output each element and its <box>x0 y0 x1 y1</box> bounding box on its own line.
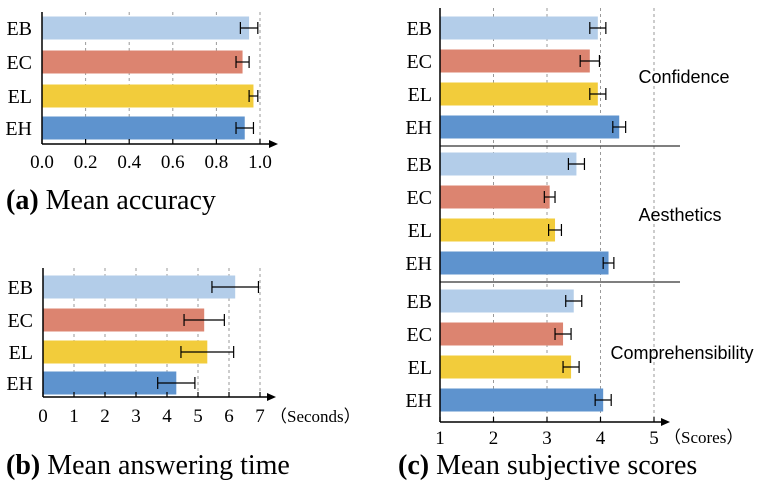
x-tick-label: 3 <box>542 428 552 449</box>
bar-eb <box>440 152 577 176</box>
bar-eh <box>42 116 245 140</box>
category-label: EB <box>406 291 432 313</box>
caption-text: Mean subjective scores <box>429 450 697 481</box>
bar-ec <box>440 185 550 209</box>
x-tick-label: 1 <box>69 406 79 427</box>
bar-eh <box>440 115 620 139</box>
category-label: EH <box>405 253 432 275</box>
category-label: EL <box>408 220 432 242</box>
group-label: Comprehensibility <box>610 343 753 363</box>
bar-eh <box>43 371 177 395</box>
bar-el <box>43 340 208 364</box>
bar-eh <box>440 251 609 275</box>
x-tick-label: 4 <box>596 428 606 449</box>
bar-el <box>440 218 556 242</box>
bar-eh <box>440 388 604 412</box>
caption-letter: (c) <box>398 450 429 481</box>
group-label: Aesthetics <box>638 205 721 225</box>
category-label: EB <box>406 154 432 176</box>
bar-el <box>440 82 598 106</box>
category-label: EC <box>7 310 33 332</box>
caption-letter: (b) <box>6 450 40 481</box>
x-tick-label: 6 <box>224 406 234 427</box>
caption-text: Mean accuracy <box>39 185 216 216</box>
bar-eb <box>43 275 236 299</box>
x-tick-label: 3 <box>131 406 141 427</box>
group-label: Confidence <box>638 67 729 87</box>
x-tick-label: 5 <box>649 428 659 449</box>
x-tick-label: 1 <box>435 428 445 449</box>
x-axis-unit: （Scores） <box>664 428 743 447</box>
x-tick-label: 0.8 <box>205 152 229 173</box>
category-label: EL <box>8 86 32 108</box>
category-label: EL <box>408 84 432 106</box>
caption-letter: (a) <box>6 185 39 216</box>
x-tick-label: 0.0 <box>30 152 54 173</box>
x-axis-arrow <box>267 393 276 401</box>
category-label: EC <box>6 52 32 74</box>
x-tick-label: 7 <box>255 406 265 427</box>
bar-eb <box>42 16 250 40</box>
caption-a: (a) Mean accuracy <box>6 185 216 216</box>
x-axis-arrow <box>269 140 278 148</box>
x-tick-label: 0 <box>38 406 48 427</box>
category-label: EH <box>405 390 432 412</box>
bar-el <box>42 84 254 108</box>
x-tick-label: 0.2 <box>74 152 98 173</box>
bar-ec <box>42 50 243 74</box>
category-label: EL <box>9 342 33 364</box>
bar-ec <box>440 322 564 346</box>
bar-el <box>440 355 572 379</box>
category-label: EB <box>6 18 32 40</box>
x-tick-label: 1.0 <box>248 152 272 173</box>
category-label: EH <box>5 118 32 140</box>
x-tick-label: 4 <box>162 406 172 427</box>
category-label: EC <box>406 51 432 73</box>
category-label: EB <box>7 277 33 299</box>
x-tick-label: 2 <box>100 406 110 427</box>
category-label: EL <box>408 357 432 379</box>
bar-ec <box>440 49 590 73</box>
caption-c: (c) Mean subjective scores <box>398 450 697 481</box>
x-axis-unit: （Seconds） <box>270 407 361 426</box>
x-tick-label: 0.4 <box>117 152 141 173</box>
bar-eb <box>440 16 598 40</box>
bar-eb <box>440 289 574 313</box>
category-label: EB <box>406 18 432 40</box>
x-axis-arrow <box>661 418 670 426</box>
caption-text: Mean answering time <box>40 450 290 481</box>
category-label: EH <box>405 117 432 139</box>
x-tick-label: 0.6 <box>161 152 185 173</box>
caption-b: (b) Mean answering time <box>6 450 290 481</box>
bar-ec <box>43 308 205 332</box>
category-label: EC <box>406 324 432 346</box>
category-label: EC <box>406 187 432 209</box>
x-tick-label: 2 <box>489 428 499 449</box>
category-label: EH <box>6 373 33 395</box>
x-tick-label: 5 <box>193 406 203 427</box>
